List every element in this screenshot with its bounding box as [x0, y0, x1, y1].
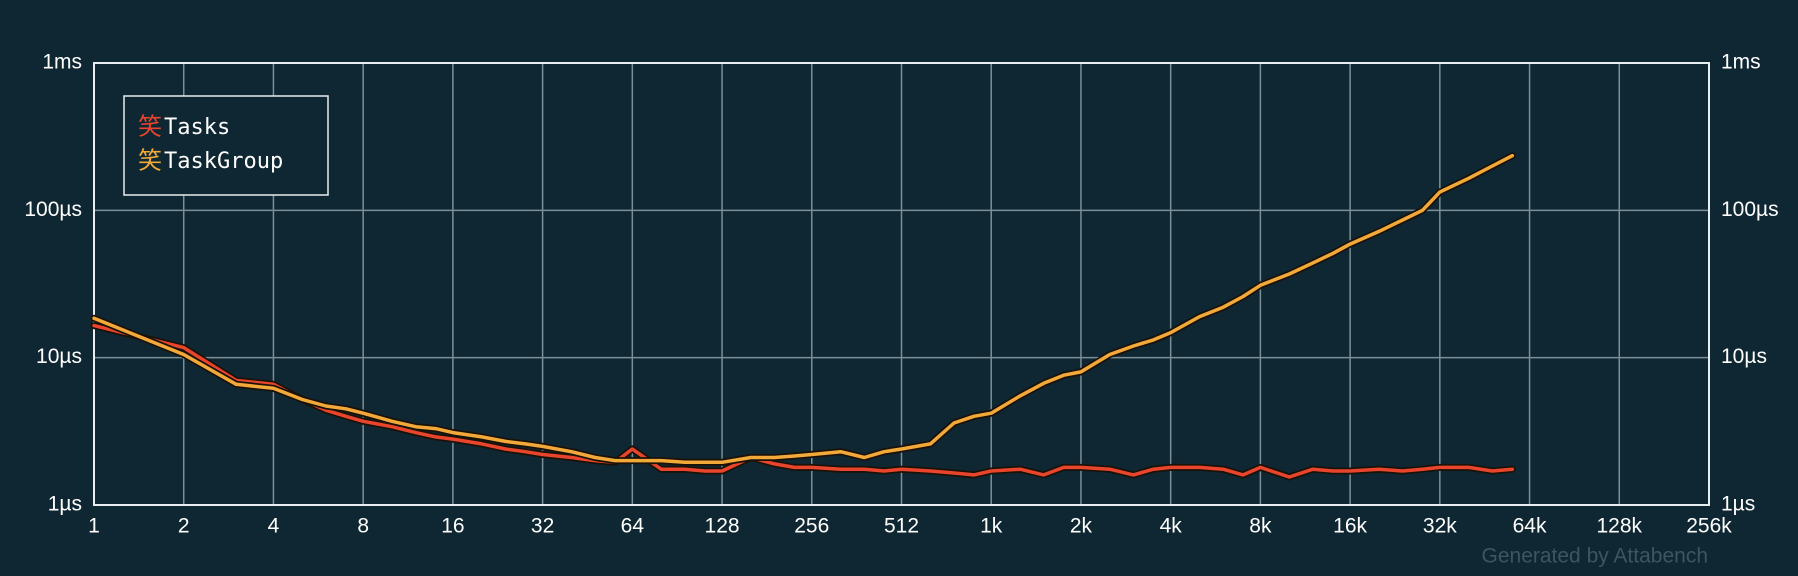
x-tick-label: 32k	[1423, 515, 1457, 538]
legend-label: Tasks	[164, 115, 230, 140]
y2-tick-label: 1ms	[1721, 51, 1761, 74]
y2-tick-label: 10µs	[1721, 345, 1767, 368]
credit: Generated by Attabench	[1482, 545, 1709, 568]
y-tick-label: 100µs	[24, 198, 82, 221]
x-tick-label: 512	[884, 515, 919, 538]
x-tick-label: 8k	[1249, 515, 1272, 538]
x-tick-label: 1	[88, 515, 100, 538]
x-tick-label: 4k	[1160, 515, 1183, 538]
x-tick-label: 64k	[1513, 515, 1547, 538]
x-tick-label: 2	[178, 515, 190, 538]
x-tick-label: 16	[441, 515, 464, 538]
plot-frame	[93, 62, 1710, 506]
x-tick-label: 8	[357, 515, 369, 538]
legend-symbol: 笑	[138, 147, 162, 174]
y-tick-label: 1µs	[48, 493, 82, 516]
x-tick-label: 2k	[1070, 515, 1093, 538]
y2-tick-label: 100µs	[1721, 198, 1779, 221]
series-line	[92, 153, 1515, 465]
x-tick-label: 16k	[1333, 515, 1367, 538]
legend-box	[123, 95, 329, 196]
y-tick-label: 1ms	[42, 51, 82, 74]
series-line	[92, 323, 1515, 479]
x-tick-label: 1k	[980, 515, 1003, 538]
legend-label: TaskGroup	[164, 149, 283, 174]
y2-tick-label: 1µs	[1721, 493, 1755, 516]
x-tick-label: 4	[268, 515, 280, 538]
x-tick-label: 256	[794, 515, 829, 538]
x-tick-label: 128k	[1597, 515, 1643, 538]
x-tick-label: 32	[531, 515, 554, 538]
x-tick-label: 64	[621, 515, 645, 538]
legend-symbol: 笑	[138, 113, 162, 140]
x-tick-label: 128	[705, 515, 740, 538]
y-tick-label: 10µs	[36, 345, 82, 368]
x-tick-label: 256k	[1686, 515, 1732, 538]
